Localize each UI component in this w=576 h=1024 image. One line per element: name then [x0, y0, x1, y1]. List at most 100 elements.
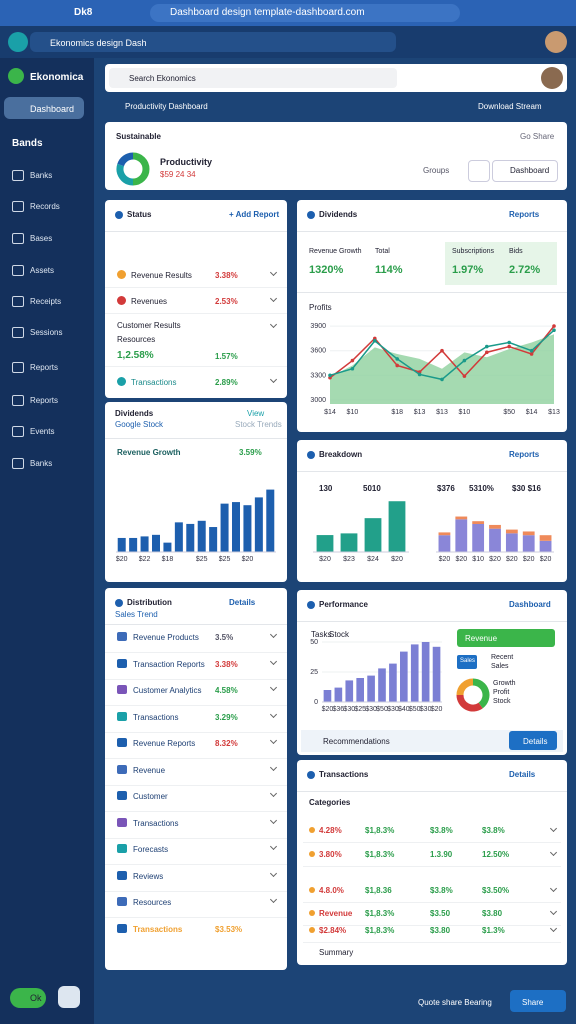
footer-button[interactable] — [10, 988, 46, 1008]
chevron — [269, 268, 278, 277]
side-label: Recent — [491, 654, 514, 661]
nav-item: Receipts — [30, 297, 62, 306]
nav-icon — [12, 265, 24, 276]
row-value: 2.53% — [215, 297, 238, 306]
card-icon — [307, 211, 315, 219]
bar-label: Revenue — [465, 634, 498, 643]
card-link: Details — [509, 770, 536, 779]
chevron — [269, 869, 278, 877]
cell: $3.8% — [430, 826, 453, 835]
header-button: Dashboard — [510, 166, 550, 175]
divider — [105, 231, 287, 232]
divider — [105, 678, 287, 680]
card-link: View — [247, 409, 265, 418]
breakdown-card: Breakdown Reports 130 5010 $376 5310% $30 $16 — [297, 440, 567, 582]
nav-item: Events — [30, 427, 55, 436]
figure: 5310% — [469, 484, 494, 493]
performance-card: Performance Dashboard Tasks Stock Revenue Sal… — [297, 590, 567, 755]
avatar[interactable] — [541, 67, 563, 89]
chevron — [549, 848, 558, 857]
button-box[interactable] — [509, 731, 557, 750]
table-footer: Summary — [319, 948, 354, 957]
icon-button[interactable] — [468, 160, 490, 182]
nav-icon — [12, 426, 24, 437]
cell: $3.50% — [482, 886, 510, 895]
legend-label: Growth — [493, 680, 516, 687]
cell: $3.8% — [482, 826, 505, 835]
url: Dashboard design template-dashboard.com — [170, 7, 365, 18]
row-icon — [117, 632, 127, 641]
search-placeholder: Search Ekonomics — [129, 74, 196, 83]
card-link: Details — [229, 598, 256, 607]
stat-label: Bids — [509, 248, 523, 255]
header-link[interactable]: Go Share — [520, 132, 555, 141]
header-button-box[interactable] — [492, 160, 558, 182]
card-link: Dashboard — [509, 600, 551, 609]
block-value: 1,2.58% — [117, 350, 154, 361]
chevron — [269, 895, 278, 904]
card-title: Performance — [319, 600, 368, 609]
card-title: Breakdown — [319, 450, 363, 459]
cell: $1,8.3% — [365, 850, 395, 859]
row-value: 8.32% — [215, 739, 238, 748]
row-label: Transactions — [133, 712, 179, 722]
divider — [105, 313, 287, 314]
card-sublink: Stock Trends — [235, 420, 282, 429]
card-icon — [115, 599, 123, 607]
header-title: Productivity — [160, 157, 213, 167]
avatar[interactable] — [545, 31, 567, 53]
address[interactable] — [30, 32, 396, 52]
legend-label: Stock — [493, 698, 511, 705]
card-title: Transactions — [319, 770, 369, 779]
row-label: Forecasts — [133, 845, 169, 854]
stat-value: 1320% — [309, 264, 344, 276]
cell: $2.84% — [319, 926, 347, 935]
card-link: Reports — [509, 210, 540, 219]
cell: 12.50% — [482, 850, 510, 859]
breadcrumb: Productivity Dashboard — [125, 102, 208, 111]
download[interactable]: Download Stream — [478, 102, 542, 111]
row-icon — [117, 791, 127, 800]
divider — [303, 842, 561, 843]
url-field[interactable] — [150, 4, 460, 22]
brand-icon — [8, 68, 24, 84]
figure: $30 $16 — [512, 484, 541, 493]
sidebar: Ekonomica Dashboard Bands Banks Records Ba… — [0, 58, 94, 1024]
chevron — [269, 630, 278, 639]
block-label: Customer Results — [117, 321, 181, 330]
app-bar: Ekonomics design Dash — [0, 26, 576, 58]
nav-item: Sessions — [30, 328, 63, 337]
search-field[interactable] — [109, 68, 397, 88]
card-title: Dividends — [319, 210, 358, 219]
nav-active[interactable] — [4, 97, 84, 119]
row-label: Transactions — [133, 924, 183, 934]
card-title: Distribution — [127, 598, 172, 607]
cell: $3.80 — [482, 909, 503, 918]
cell: $3.8% — [430, 886, 453, 895]
nav-item: Banks — [30, 171, 53, 180]
cell: $1,8.3% — [365, 926, 395, 935]
divider — [105, 438, 287, 439]
cell: $1.3% — [482, 926, 505, 935]
bar-box — [457, 629, 555, 647]
share-button[interactable] — [510, 990, 566, 1012]
chevron — [269, 320, 278, 329]
card-title: Dividends — [115, 409, 154, 418]
card-title: Status — [127, 210, 152, 219]
cell: 4.28% — [319, 826, 342, 835]
row-label: Revenue Products — [133, 633, 199, 642]
footer-icon[interactable] — [58, 986, 80, 1008]
row-label: Revenues — [131, 297, 168, 306]
divider — [105, 864, 287, 865]
header-note: Groups — [423, 166, 450, 175]
cell: $1,8.36 — [365, 886, 392, 895]
row-label: Revenue — [133, 765, 166, 775]
nav-item: Bases — [30, 234, 53, 243]
divider — [105, 731, 287, 733]
row-icon — [117, 923, 127, 933]
transactions-card: Transactions Details Categories 4.28% $1,8.3… — [297, 760, 567, 965]
block-sub: Resources — [117, 335, 156, 344]
row-label: Transactions — [133, 818, 179, 828]
nav-section: Bands — [12, 138, 43, 149]
